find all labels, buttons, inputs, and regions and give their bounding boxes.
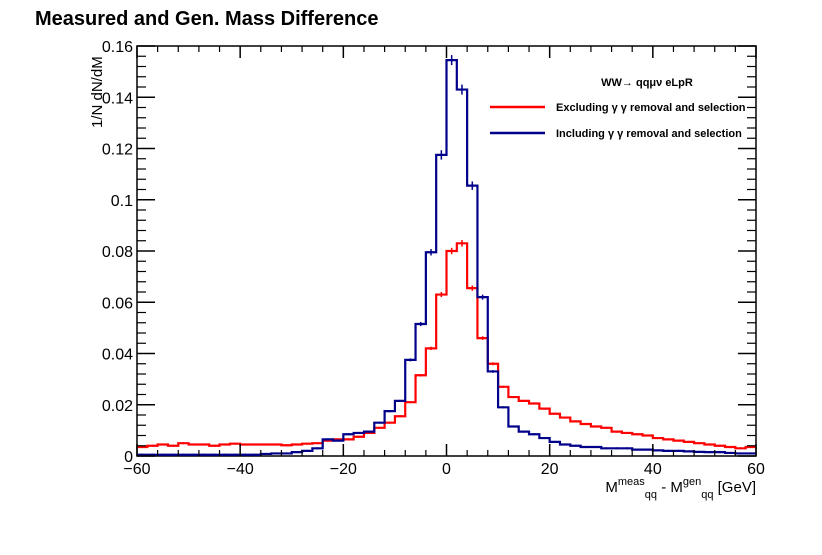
y-axis-title: 1/N dN/dM <box>89 56 106 128</box>
x-tick-label: −60 <box>123 461 150 478</box>
y-tick-label: 0 <box>124 449 133 466</box>
y-tick-label: 0.02 <box>102 398 133 415</box>
y-tick-label: 0.04 <box>102 347 133 364</box>
y-tick-label: 0.14 <box>102 90 133 107</box>
chart-title: Measured and Gen. Mass Difference <box>35 8 378 30</box>
y-tick-label: 0.06 <box>102 295 133 312</box>
x-tick-label: 20 <box>541 461 559 478</box>
legend: WW→ qqμν eLpR Excluding γ γ removal and … <box>490 77 746 140</box>
legend-label-2: Including γ γ removal and selection <box>556 128 742 140</box>
legend-label-1: Excluding γ γ removal and selection <box>556 102 746 114</box>
axes-layer: −60 −40 −20 0 20 40 60 0 0.02 0.04 0.06 0.08 0.1 0.12… <box>102 39 765 478</box>
legend-header: WW→ qqμν eLpR <box>601 77 693 89</box>
y-tick-label: 0.08 <box>102 244 133 261</box>
series-layer <box>137 55 756 456</box>
x-tick-label: 0 <box>442 461 451 478</box>
x-tick-label: −20 <box>330 461 357 478</box>
y-tick-label: 0.16 <box>102 39 133 56</box>
x-tick-label: 40 <box>644 461 662 478</box>
x-tick-label: 60 <box>747 461 765 478</box>
y-tick-label: 0.1 <box>111 193 133 210</box>
series-1-line <box>137 242 756 450</box>
x-axis-title: Mmeasqq - Mgenqq [GeV] <box>605 476 756 501</box>
y-tick-label: 0.12 <box>102 142 133 159</box>
x-tick-label: −40 <box>227 461 254 478</box>
